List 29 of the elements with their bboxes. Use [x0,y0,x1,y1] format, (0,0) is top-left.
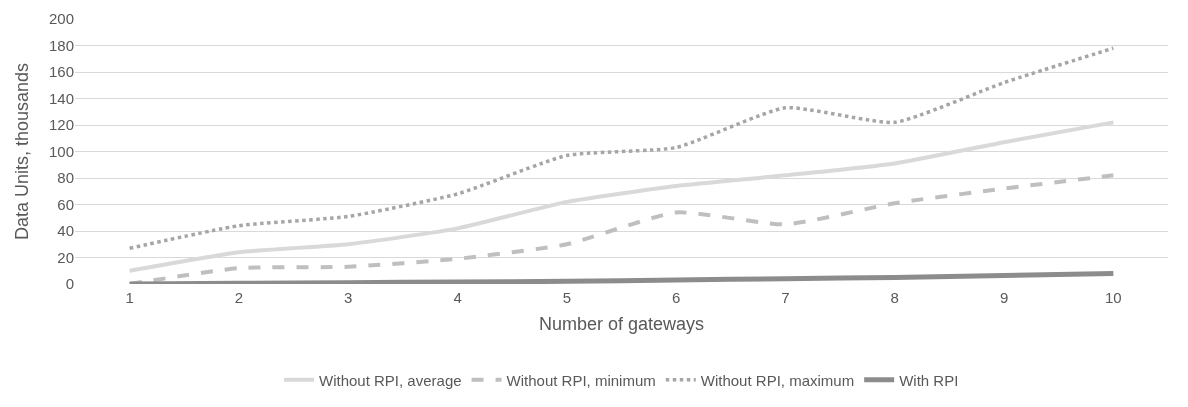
legend-label: Without RPI, minimum [506,371,656,389]
x-tick-label: 9 [999,289,1009,306]
y-tick-label: 20 [57,248,74,266]
y-tick-label: 180 [48,36,74,54]
y-tick-label: 60 [57,195,74,213]
legend-label: Without RPI, average [319,371,462,389]
y-tick-label: 160 [48,63,74,81]
x-tick-label: 5 [562,289,572,306]
legend-label: Without RPI, maximum [700,371,855,389]
x-tick-label: 1 [125,289,134,306]
x-tick-label: 7 [781,289,790,306]
y-tick-label: 100 [48,142,74,160]
line-series [127,46,1116,250]
y-tick-label: 200 [48,10,74,28]
y-tick-label: 40 [57,222,74,240]
y-tick-label: 120 [48,116,74,134]
x-tick-label: 3 [344,289,353,306]
x-tick-label: 8 [890,289,899,306]
y-axis-title: Data Units, thousands [12,62,33,241]
x-tick-label: 10 [1105,289,1122,306]
y-tick-label: 140 [48,89,74,107]
x-tick-label: 2 [234,289,244,306]
y-tick-label: 0 [65,275,74,293]
x-axis-title: Number of gateways [538,314,705,335]
line-series [127,173,1116,284]
y-tick-label: 80 [57,169,74,187]
legend-label: With RPI [899,371,959,389]
x-tick-label: 6 [671,289,681,306]
x-tick-label: 4 [453,289,462,306]
